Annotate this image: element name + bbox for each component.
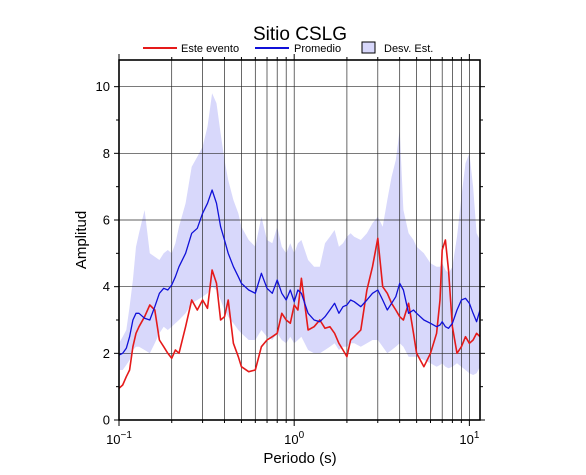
legend-std-swatch <box>361 41 376 54</box>
y-tick-label: 2 <box>103 346 110 361</box>
x-tick-label: 100 <box>284 430 304 447</box>
y-axis-label: Amplitud <box>73 211 90 269</box>
plot-frame <box>118 59 481 421</box>
x-tick-label: 101 <box>459 430 479 447</box>
legend: Este evento Promedio Desv. Est. <box>143 41 433 55</box>
std-band-area <box>119 93 480 376</box>
legend-mean-label: Promedio <box>294 43 341 55</box>
plot-area: 0 2 4 6 8 10 10−1 100 101 <box>96 54 485 447</box>
y-tick-label: 10 <box>96 79 110 94</box>
x-axis-label: Periodo (s) <box>263 450 336 467</box>
y-tick-label: 6 <box>103 213 110 228</box>
y-tick-label: 4 <box>103 279 110 294</box>
legend-std-label: Desv. Est. <box>384 43 433 55</box>
y-tick-label: 0 <box>103 413 110 428</box>
series-event-line <box>118 237 481 389</box>
y-tick-label: 8 <box>103 146 110 161</box>
chart-title: Sitio CSLG <box>253 24 347 45</box>
legend-event-label: Este evento <box>181 43 239 55</box>
series-mean-line <box>118 189 481 356</box>
x-tick-label: 10−1 <box>106 430 132 447</box>
